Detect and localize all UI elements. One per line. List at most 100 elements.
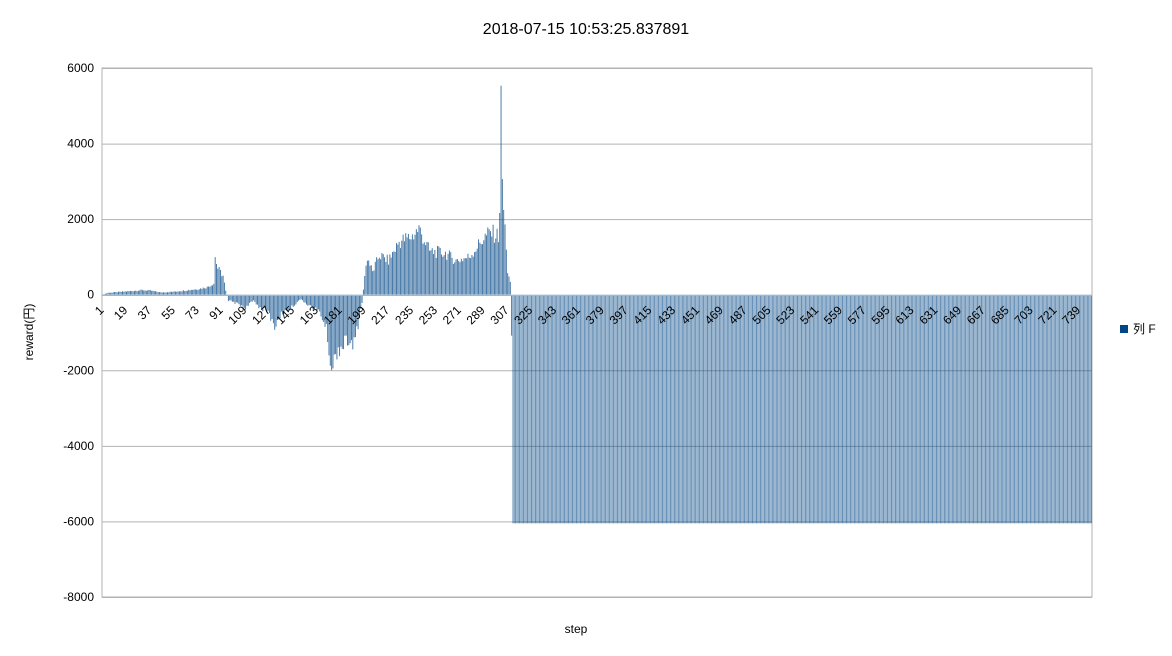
bar <box>505 249 507 295</box>
bar <box>476 248 478 295</box>
bar <box>650 294 652 524</box>
bar <box>347 294 348 346</box>
bar <box>973 294 975 524</box>
bar <box>127 291 129 295</box>
bar <box>1031 294 1033 524</box>
bar <box>172 291 174 295</box>
bar <box>603 294 605 524</box>
bar <box>1080 294 1082 524</box>
bar <box>787 294 789 524</box>
bar <box>479 242 481 295</box>
bar <box>713 294 715 524</box>
bar <box>801 294 802 524</box>
bar <box>460 258 462 295</box>
bar <box>693 294 695 524</box>
bar <box>900 294 902 524</box>
bar <box>202 287 204 295</box>
bar <box>643 294 645 524</box>
bar <box>245 294 247 310</box>
bar <box>977 294 978 524</box>
bar <box>550 294 552 524</box>
bar <box>848 294 850 524</box>
bar <box>402 234 404 295</box>
bar <box>897 294 899 524</box>
bar <box>393 251 395 295</box>
bar <box>663 294 665 524</box>
bar <box>1055 294 1057 524</box>
bar <box>209 286 211 295</box>
bar <box>157 292 159 295</box>
bar <box>954 294 956 524</box>
bar <box>945 294 947 524</box>
bar <box>208 286 210 295</box>
bar <box>488 229 490 295</box>
bar <box>345 294 347 336</box>
bar <box>1028 294 1030 524</box>
bar <box>958 294 960 524</box>
bar <box>648 294 650 524</box>
bar <box>483 240 485 295</box>
bar <box>803 294 805 524</box>
bar <box>843 294 845 524</box>
bar <box>339 294 341 357</box>
bar <box>797 294 798 524</box>
bar <box>647 294 649 524</box>
bar <box>180 291 182 295</box>
bar <box>614 294 616 524</box>
bar <box>1052 294 1054 524</box>
bar <box>832 294 834 524</box>
bar <box>177 291 179 295</box>
bar <box>721 294 723 524</box>
bar <box>818 294 820 524</box>
bar <box>230 294 232 301</box>
bar <box>1071 294 1072 524</box>
bar <box>885 294 887 524</box>
bar <box>669 294 671 524</box>
bar <box>422 243 424 295</box>
bar <box>554 294 556 524</box>
bar <box>726 294 728 524</box>
bar <box>589 294 591 524</box>
bar <box>1074 294 1076 524</box>
bar <box>234 294 236 304</box>
bar <box>830 294 832 524</box>
bar <box>595 294 597 524</box>
bar <box>812 294 814 524</box>
bar <box>681 294 683 524</box>
bar <box>880 294 882 524</box>
bar <box>376 257 378 295</box>
bar <box>321 294 323 321</box>
bar <box>943 294 945 524</box>
bar <box>894 294 896 524</box>
bar <box>1035 294 1037 524</box>
bar <box>429 250 431 295</box>
bar <box>368 260 370 295</box>
bar <box>1069 294 1071 524</box>
bar <box>221 276 223 295</box>
bar <box>676 294 678 524</box>
bar <box>217 268 219 295</box>
bar <box>300 294 302 300</box>
bar <box>495 238 497 295</box>
bar <box>971 294 973 524</box>
y-tick-label: 6000 <box>67 61 94 75</box>
y-tick-label: 4000 <box>67 137 94 151</box>
bar <box>546 294 548 524</box>
bar <box>1057 294 1059 524</box>
bar <box>912 294 914 524</box>
bar <box>417 232 419 295</box>
bar <box>623 294 625 524</box>
bar <box>380 259 382 295</box>
bar <box>773 294 775 524</box>
bar <box>548 294 550 524</box>
bar <box>638 294 640 524</box>
bar <box>328 294 330 356</box>
bar <box>519 294 521 524</box>
bar <box>288 294 290 310</box>
bar <box>512 294 514 524</box>
bar <box>962 294 964 524</box>
bar <box>1084 294 1086 524</box>
y-tick-label: -4000 <box>63 439 94 453</box>
bar <box>247 294 249 306</box>
bar <box>500 85 502 295</box>
